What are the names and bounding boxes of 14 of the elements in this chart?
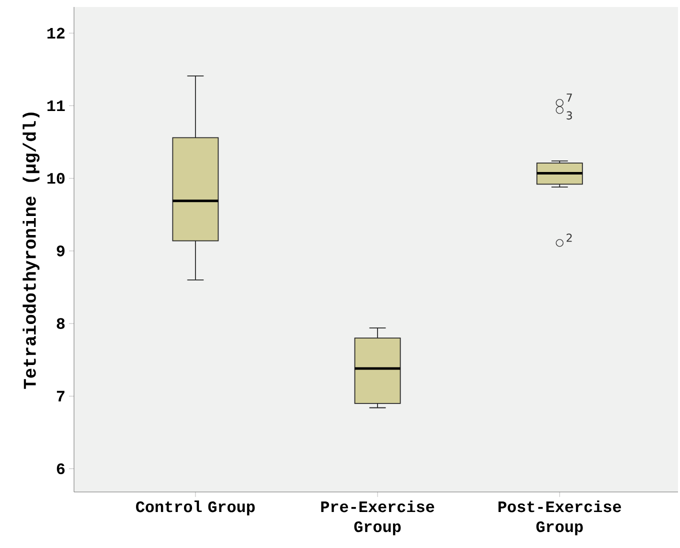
annotation: 3	[566, 111, 572, 120]
x-tick-label: Post-Exercise Group	[498, 500, 622, 536]
y-tick-label: 7	[56, 390, 64, 402]
y-tick-label: 6	[56, 463, 65, 474]
x-tick-label: Control Group	[136, 500, 255, 516]
annotation: 7	[566, 94, 572, 102]
y-tick-label: 11	[47, 100, 65, 111]
x-tick-label: Pre-Exercise Group	[321, 500, 434, 536]
y-tick-label: 12	[47, 28, 65, 38]
y-tick-label: 10	[47, 172, 65, 184]
y-axis-title: Tetraiodothyronine (µg/dl)	[22, 112, 40, 389]
y-tick-label: 8	[56, 318, 65, 329]
y-tick-label: 9	[56, 246, 65, 256]
annotation: 2	[566, 234, 572, 242]
